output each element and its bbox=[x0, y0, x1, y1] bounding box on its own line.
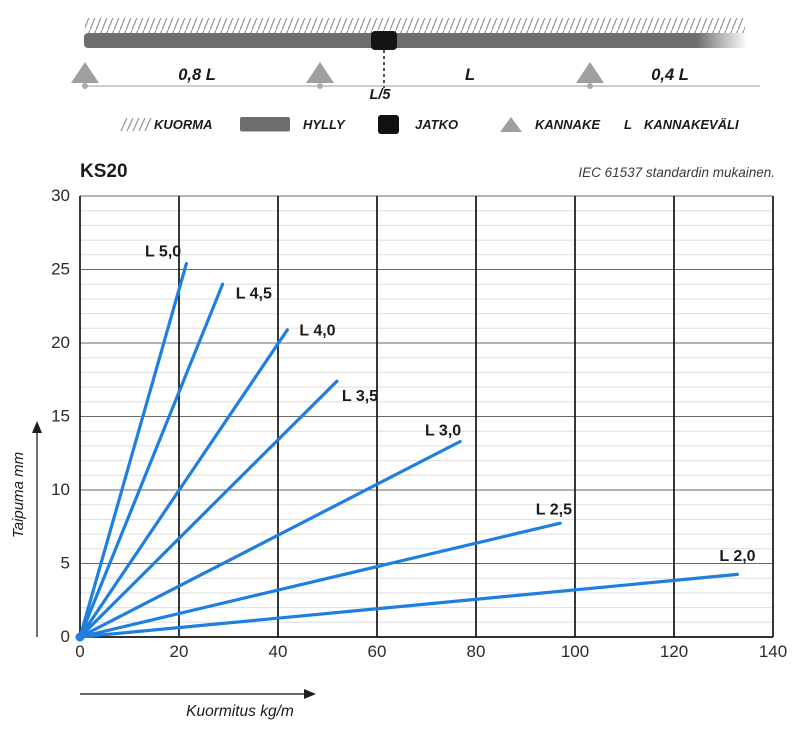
svg-text:L: L bbox=[465, 66, 475, 84]
svg-text:KUORMA: KUORMA bbox=[154, 117, 213, 132]
svg-text:IEC 61537 standardin mukainen.: IEC 61537 standardin mukainen. bbox=[578, 165, 775, 180]
svg-text:KS20: KS20 bbox=[80, 161, 128, 182]
svg-text:20: 20 bbox=[51, 333, 70, 352]
svg-text:0: 0 bbox=[75, 642, 84, 661]
svg-text:60: 60 bbox=[368, 642, 387, 661]
svg-text:L 2,5: L 2,5 bbox=[536, 502, 572, 519]
svg-text:L 3,0: L 3,0 bbox=[425, 422, 461, 439]
svg-text:15: 15 bbox=[51, 407, 70, 426]
svg-text:L 2,0: L 2,0 bbox=[719, 548, 755, 565]
svg-text:Kuormitus kg/m: Kuormitus kg/m bbox=[186, 703, 294, 720]
svg-text:0,8 L: 0,8 L bbox=[178, 66, 216, 84]
svg-text:KANNAKE: KANNAKE bbox=[535, 117, 600, 132]
svg-text:HYLLY: HYLLY bbox=[303, 117, 346, 132]
svg-text:L 4,0: L 4,0 bbox=[299, 322, 335, 339]
svg-text:40: 40 bbox=[269, 642, 288, 661]
svg-text:KANNAKEVÄLI: KANNAKEVÄLI bbox=[644, 117, 739, 132]
svg-text:0: 0 bbox=[61, 627, 70, 646]
svg-text:L 3,5: L 3,5 bbox=[342, 388, 378, 405]
svg-text:Taipuma mm: Taipuma mm bbox=[10, 452, 27, 538]
svg-text:L 4,5: L 4,5 bbox=[236, 286, 272, 303]
svg-text:JATKO: JATKO bbox=[415, 117, 458, 132]
svg-text:L: L bbox=[624, 117, 632, 132]
svg-text:100: 100 bbox=[561, 642, 589, 661]
svg-text:120: 120 bbox=[660, 642, 688, 661]
svg-text:10: 10 bbox=[51, 480, 70, 499]
svg-text:0,4 L: 0,4 L bbox=[651, 66, 689, 84]
svg-text:20: 20 bbox=[170, 642, 189, 661]
svg-text:30: 30 bbox=[51, 186, 70, 205]
svg-text:140: 140 bbox=[759, 642, 787, 661]
svg-text:25: 25 bbox=[51, 260, 70, 279]
svg-text:L 5,0: L 5,0 bbox=[145, 244, 181, 261]
svg-text:80: 80 bbox=[467, 642, 486, 661]
svg-text:5: 5 bbox=[61, 554, 70, 573]
svg-text:L/5: L/5 bbox=[370, 87, 392, 103]
